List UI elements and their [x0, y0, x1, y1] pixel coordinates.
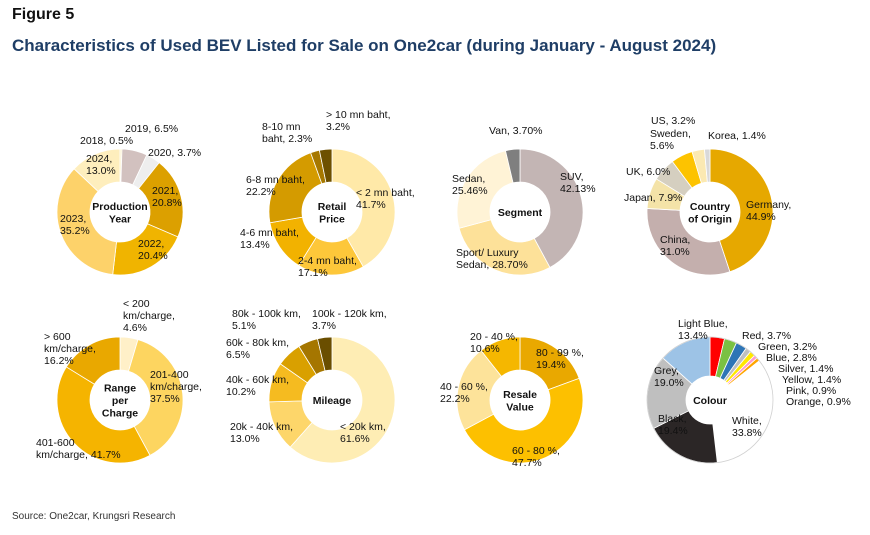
donut-center-label: Country of Origin	[688, 201, 732, 226]
slice-label: 60k - 80k km, 6.5%	[226, 337, 289, 361]
donut-chart-2: Retail Price < 2 mn baht, 41.7% 2-4 mn baht,…	[240, 109, 415, 279]
donut-hole	[490, 370, 550, 430]
slice-label: 8-10 mn baht, 2.3%	[262, 121, 312, 145]
slice-label: Red, 3.7%	[742, 330, 791, 342]
donut-chart-4: Country of Origin Germany, 44.9% China, 31.0%…	[624, 115, 791, 276]
slice-label: Orange, 0.9%	[786, 396, 851, 408]
slice-label: 2023, 35.2%	[60, 213, 90, 237]
slice-label: 2022, 20.4%	[138, 238, 168, 262]
slice-label: US, 3.2%	[651, 115, 695, 127]
slice-label: 2019, 6.5%	[125, 123, 178, 135]
donut-hole	[686, 376, 734, 424]
donut-hole	[490, 182, 550, 242]
donut-center-label: Resale Value	[503, 389, 537, 414]
slice-label: Light Blue, 13.4%	[678, 318, 728, 342]
donut-center-label: Mileage	[313, 395, 352, 407]
donut-hole	[680, 182, 740, 242]
slice-label: Japan, 7.9%	[624, 192, 682, 204]
slice-label: Yellow, 1.4%	[782, 374, 841, 386]
donut-hole	[302, 370, 362, 430]
donut-center-label: Segment	[498, 207, 543, 219]
slice-label: SUV, 42.13%	[560, 171, 596, 195]
slice-label: 40 - 60 %, 22.2%	[440, 381, 488, 405]
slice-label: 401-600 km/charge, 41.7%	[36, 437, 121, 461]
donut-hole	[90, 182, 150, 242]
slice-label: Sedan, 25.46%	[452, 173, 488, 197]
slice-label: Black, 19.4%	[658, 413, 688, 437]
slice-label: Sweden, 5.6%	[650, 128, 691, 152]
slice-label: 2020, 3.7%	[148, 147, 201, 159]
slice-label: 20k - 40k km, 13.0%	[230, 421, 293, 445]
donut-slice	[480, 336, 521, 377]
slice-label: Sport/ Luxury Sedan, 28.70%	[456, 247, 528, 271]
slice-label: 2021, 20.8%	[152, 185, 182, 209]
donut-center-label: Production Year	[92, 201, 147, 226]
slice-label: Grey, 19.0%	[654, 365, 684, 389]
slice-label: 6-8 mn baht, 22.2%	[246, 174, 305, 198]
donut-center-label: Retail Price	[318, 201, 347, 226]
donut-chart-1: Production Year 2018, 0.5%2019, 6.5% 2020, …	[56, 123, 201, 276]
donut-center-label: Range per Charge	[102, 383, 138, 420]
slice-label: 2-4 mn baht, 17.1%	[298, 255, 357, 279]
slice-label: 40k - 60k km, 10.2%	[226, 374, 289, 398]
slice-label: 2024, 13.0%	[86, 153, 116, 177]
slice-label: Blue, 2.8%	[766, 352, 817, 364]
slice-label: < 20k km, 61.6%	[340, 421, 386, 445]
slice-label: > 600 km/charge, 16.2%	[44, 331, 96, 367]
donut-hole	[302, 182, 362, 242]
slice-label: Pink, 0.9%	[786, 385, 836, 397]
donut-chart-6: Mileage < 20k km, 61.6% 20k - 40k km, 13.0% 4…	[226, 308, 396, 464]
source-note: Source: One2car, Krungsri Research	[12, 511, 176, 522]
donut-chart-5: Range per Charge < 200 km/charge, 4.6% 201-400…	[36, 298, 202, 464]
slice-label: Van, 3.70%	[489, 125, 543, 137]
donut-center-label: Colour	[693, 395, 727, 407]
slice-label: UK, 6.0%	[626, 166, 670, 178]
slice-label: 2018, 0.5%	[80, 135, 133, 147]
donut-outline	[646, 336, 774, 464]
slice-label: White, 33.8%	[732, 415, 762, 439]
slice-label: Germany, 44.9%	[746, 199, 791, 223]
slice-label: < 2 mn baht, 41.7%	[356, 187, 415, 211]
slice-label: 201-400 km/charge, 37.5%	[150, 369, 202, 405]
slice-label: < 200 km/charge, 4.6%	[123, 298, 175, 334]
figure-title: Characteristics of Used BEV Listed for S…	[12, 36, 717, 55]
slice-label: Silver, 1.4%	[778, 363, 833, 375]
donut-hole	[90, 370, 150, 430]
slice-label: 20 - 40 %, 10.6%	[470, 331, 518, 355]
slice-label: 80k - 100k km, 5.1%	[232, 308, 301, 332]
slice-label: 4-6 mn baht, 13.4%	[240, 227, 299, 251]
slice-label: > 10 mn baht, 3.2%	[326, 109, 391, 133]
donut-chart-8: Colour Red, 3.7%Green, 3.2%Blue, 2.8%Silv…	[646, 318, 851, 464]
slice-label: China, 31.0%	[660, 234, 690, 258]
slice-label: Korea, 1.4%	[708, 130, 766, 142]
figure-label: Figure 5	[12, 6, 75, 23]
donut-chart-7: Resale Value 80 - 99 %, 19.4% 60 - 80 %, 47.7…	[440, 331, 584, 469]
slice-label: 100k - 120k km, 3.7%	[312, 308, 387, 332]
slice-label: 60 - 80 %, 47.7%	[512, 445, 560, 469]
donut-chart-3: Segment SUV, 42.13% Sport/ Luxury Sedan, 28.…	[452, 125, 596, 276]
slice-label: 80 - 99 %, 19.4%	[536, 347, 584, 371]
slice-label: Green, 3.2%	[758, 341, 817, 353]
